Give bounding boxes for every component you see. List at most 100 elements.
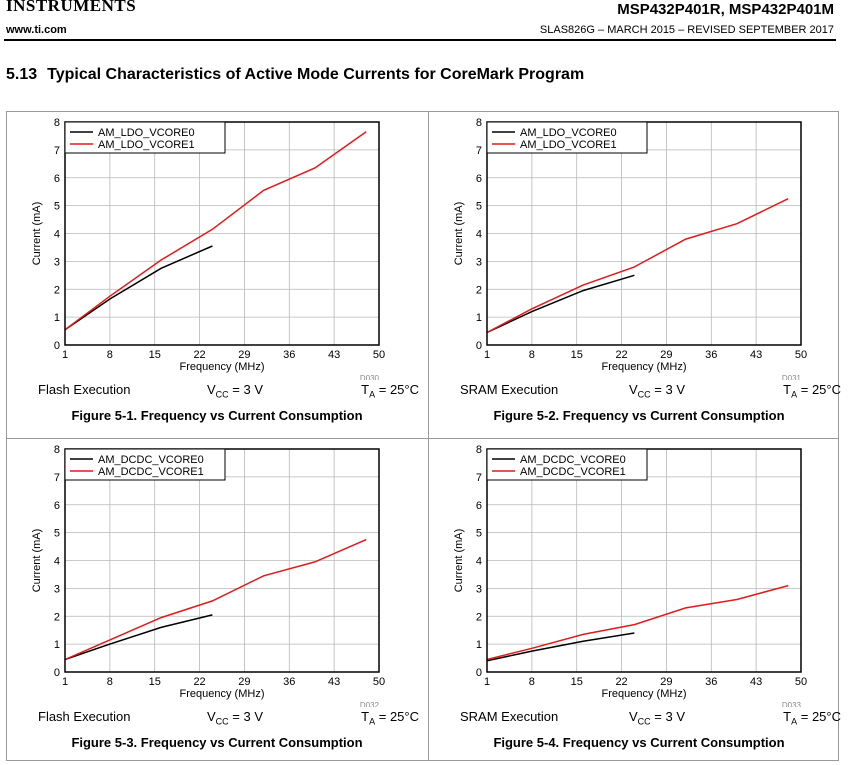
- figure-id: D030: [360, 374, 380, 380]
- x-tick-label: 43: [750, 676, 762, 688]
- ambient-temp-label-subscript: A: [369, 389, 376, 400]
- ambient-temp-label-symbol: T: [361, 382, 370, 397]
- figure-id: D032: [360, 701, 380, 707]
- legend-label: AM_LDO_VCORE1: [520, 139, 617, 151]
- y-tick-label: 4: [54, 556, 60, 568]
- series-line-2: [64, 131, 367, 331]
- ambient-temp-label-subscript: A: [791, 716, 798, 727]
- series-line-2: [64, 538, 367, 661]
- y-tick-label: 1: [476, 639, 482, 651]
- y-tick-label: 8: [54, 117, 60, 129]
- x-tick-label: 50: [795, 676, 807, 688]
- supply-voltage-label: VCC = 3 V: [207, 709, 263, 727]
- y-tick-label: 6: [476, 173, 482, 185]
- series-line-2: [486, 198, 789, 334]
- supply-voltage-label-symbol: V: [629, 709, 638, 724]
- x-tick-label: 36: [705, 349, 717, 361]
- figure-caption: Figure 5-1. Frequency vs Current Consump…: [71, 408, 363, 423]
- ambient-temp-label-symbol: T: [783, 382, 792, 397]
- chart-panel-3: 1 8 15 22 29 36 43 50 0 1 2 3 4 5 6 7 8 Frequency (MHz) Cu…: [7, 439, 427, 763]
- legend-label: AM_DCDC_VCORE1: [98, 466, 204, 478]
- y-tick-label: 1: [476, 312, 482, 324]
- chart-panel-4: 1 8 15 22 29 36 43 50 0 1 2 3 4 5 6 7 8 Frequency (MHz) Cu…: [429, 439, 848, 763]
- x-tick-label: 29: [660, 349, 672, 361]
- y-tick-label: 8: [476, 444, 482, 456]
- figure-caption: Figure 5-3. Frequency vs Current Consump…: [71, 735, 363, 750]
- y-tick-label: 5: [476, 528, 482, 540]
- x-tick-label: 8: [107, 349, 113, 361]
- x-tick-label: 8: [529, 349, 535, 361]
- ambient-temp-label-value: = 25°C: [375, 709, 419, 724]
- y-tick-label: 1: [54, 639, 60, 651]
- y-tick-label: 0: [54, 667, 60, 679]
- execution-mode-label: SRAM Execution: [460, 382, 559, 397]
- y-tick-label: 4: [476, 556, 482, 568]
- execution-mode-label: Flash Execution: [38, 709, 131, 724]
- legend-label: AM_LDO_VCORE0: [98, 127, 195, 139]
- y-axis-title: Current (mA): [453, 202, 465, 266]
- series-line-1: [64, 245, 213, 331]
- y-tick-label: 5: [54, 201, 60, 213]
- chart-panel-1: 1 8 15 22 29 36 43 50 0 1 2 3 4 5 6 7 8 Frequency (MHz) Cu…: [7, 112, 427, 436]
- y-tick-label: 7: [476, 472, 482, 484]
- x-tick-label: 50: [373, 349, 385, 361]
- ambient-temp-label-symbol: T: [783, 709, 792, 724]
- x-tick-label: 43: [750, 349, 762, 361]
- ambient-temp-label-symbol: T: [361, 709, 370, 724]
- x-tick-label: 1: [62, 349, 68, 361]
- execution-mode-label: Flash Execution: [38, 382, 131, 397]
- y-tick-label: 2: [476, 284, 482, 296]
- header-divider: [4, 39, 836, 41]
- y-tick-label: 6: [54, 500, 60, 512]
- x-tick-label: 36: [283, 349, 295, 361]
- series-line-1: [486, 632, 635, 662]
- y-tick-label: 5: [476, 201, 482, 213]
- y-tick-label: 6: [476, 500, 482, 512]
- x-tick-label: 8: [529, 676, 535, 688]
- supply-voltage-label-value: = 3 V: [650, 709, 685, 724]
- section-title: Typical Characteristics of Active Mode C…: [47, 66, 585, 83]
- y-axis-title: Current (mA): [31, 529, 43, 593]
- y-tick-label: 1: [54, 312, 60, 324]
- x-tick-label: 8: [107, 676, 113, 688]
- legend-label: AM_LDO_VCORE0: [520, 127, 617, 139]
- x-tick-label: 1: [484, 676, 490, 688]
- website-link[interactable]: www.ti.com: [6, 24, 67, 36]
- y-tick-label: 0: [476, 340, 482, 352]
- supply-voltage-label-symbol: V: [207, 709, 216, 724]
- legend-box: [486, 121, 648, 154]
- supply-voltage-label: VCC = 3 V: [629, 709, 685, 727]
- legend-box: [64, 448, 226, 481]
- x-tick-label: 29: [238, 676, 250, 688]
- y-tick-label: 8: [476, 117, 482, 129]
- supply-voltage-label-subscript: CC: [637, 389, 651, 400]
- document-info: SLAS826G – MARCH 2015 – REVISED SEPTEMBE…: [539, 24, 834, 36]
- series-line-2: [486, 584, 789, 661]
- section-number: 5.13: [6, 66, 38, 83]
- supply-voltage-label-value: = 3 V: [228, 709, 263, 724]
- legend-label: AM_DCDC_VCORE0: [98, 454, 204, 466]
- x-tick-label: 36: [283, 676, 295, 688]
- supply-voltage-label-value: = 3 V: [650, 382, 685, 397]
- supply-voltage-label-symbol: V: [629, 382, 638, 397]
- ambient-temp-label: TA = 25°C: [783, 709, 841, 727]
- x-tick-label: 50: [795, 349, 807, 361]
- y-tick-label: 7: [54, 145, 60, 157]
- supply-voltage-label-subscript: CC: [637, 716, 651, 727]
- x-tick-label: 29: [238, 349, 250, 361]
- legend-label: AM_LDO_VCORE1: [98, 139, 195, 151]
- ambient-temp-label-subscript: A: [791, 389, 798, 400]
- series-line-1: [486, 274, 635, 334]
- ambient-temp-label: TA = 25°C: [783, 382, 841, 400]
- x-tick-label: 1: [62, 676, 68, 688]
- supply-voltage-label: VCC = 3 V: [629, 382, 685, 400]
- supply-voltage-label-value: = 3 V: [228, 382, 263, 397]
- x-tick-label: 50: [373, 676, 385, 688]
- supply-voltage-label-subscript: CC: [215, 716, 229, 727]
